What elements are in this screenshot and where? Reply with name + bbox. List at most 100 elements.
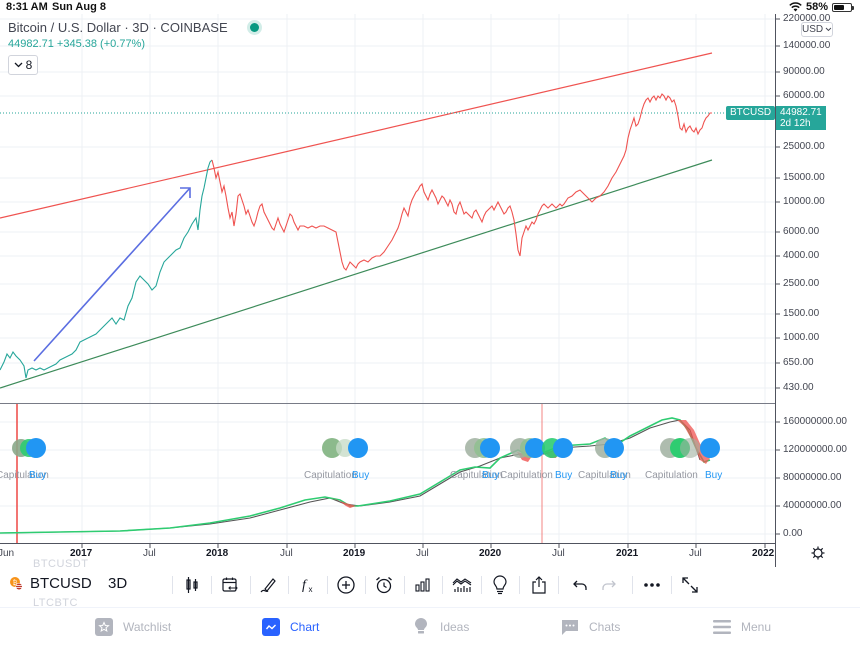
indicators-button[interactable]: f x xyxy=(296,573,320,597)
price-axis-label: 1500.00 xyxy=(783,308,820,319)
drawings-button[interactable] xyxy=(257,573,281,597)
indicator-axis-label: 40000000.00 xyxy=(783,500,842,511)
price-axis-label: 220000.00 xyxy=(783,13,831,24)
indicator-grid xyxy=(0,421,775,535)
toolbar-divider xyxy=(365,576,366,594)
price-axis-label: 15000.00 xyxy=(783,172,825,183)
time-axis-label: Jul xyxy=(689,548,702,559)
toolbar-divider xyxy=(404,576,405,594)
toolbar-divider xyxy=(671,576,672,594)
buy-label: Buy xyxy=(29,470,47,481)
ellipsis-icon xyxy=(644,583,660,587)
price-axis-label: 4000.00 xyxy=(783,250,820,261)
bitcoin-usd-icon: ₿ xyxy=(10,577,23,590)
lightbulb-icon xyxy=(493,575,507,595)
buy-label: Buy xyxy=(482,470,500,481)
battery-percent: 58% xyxy=(805,1,828,13)
next-symbol-ghost[interactable]: LTCBTC xyxy=(33,597,78,609)
more-button[interactable] xyxy=(640,573,664,597)
tab-label: Menu xyxy=(741,620,772,634)
redo-button[interactable] xyxy=(597,573,621,597)
bar-chart-icon xyxy=(415,578,430,592)
capitulation-label: Capitulation xyxy=(450,470,503,481)
price-axis-label: 140000.00 xyxy=(783,40,831,51)
time-axis-label: 2022 xyxy=(752,548,775,559)
price-series xyxy=(0,93,712,379)
toolbar-divider xyxy=(558,576,559,594)
toolbar-divider xyxy=(327,576,328,594)
toolbar-divider xyxy=(442,576,443,594)
arrow-drawing[interactable] xyxy=(33,187,191,362)
alert-button[interactable] xyxy=(372,573,396,597)
add-button[interactable] xyxy=(334,573,358,597)
buy-label: Buy xyxy=(352,470,370,481)
svg-text:₿: ₿ xyxy=(13,580,18,587)
time-axis-label: Jun xyxy=(0,548,15,559)
financials-button[interactable] xyxy=(411,573,435,597)
time-axis-label: 2021 xyxy=(616,548,639,559)
signal-markers[interactable] xyxy=(12,438,720,458)
time-axis-label: Jul xyxy=(143,548,156,559)
capitulation-label: Capitulation xyxy=(500,470,553,481)
symbol-title[interactable]: Bitcoin / U.S. Dollar · 3D · COINBASE xyxy=(8,20,259,35)
share-button[interactable] xyxy=(527,573,551,597)
tab-watchlist[interactable]: Watchlist xyxy=(95,618,171,636)
tab-chart[interactable]: Chart xyxy=(262,618,319,636)
resistance-trendline[interactable] xyxy=(0,52,713,219)
price-axis-label: 650.00 xyxy=(783,357,814,368)
tab-ideas[interactable]: Ideas xyxy=(412,618,469,636)
compare-button[interactable] xyxy=(450,573,474,597)
chart-type-button[interactable] xyxy=(180,573,204,597)
interval-button[interactable]: 3D xyxy=(108,575,128,592)
legend-values: 44982.71 +345.38 (+0.77%) xyxy=(8,38,146,50)
tab-label: Chats xyxy=(589,620,621,634)
candles-icon xyxy=(186,577,198,593)
tab-menu[interactable]: Menu xyxy=(713,618,771,636)
redo-icon xyxy=(602,580,616,590)
symbol-search-button[interactable]: BTCUSD xyxy=(30,575,92,592)
last-price-tag: 44982.71 2d 12h xyxy=(776,106,826,130)
chart-canvas[interactable] xyxy=(0,14,860,567)
ideas-button[interactable] xyxy=(488,573,512,597)
price-axis-label: 6000.00 xyxy=(783,226,820,237)
battery-icon xyxy=(832,2,854,12)
market-status-icon[interactable] xyxy=(249,23,259,32)
support-trendline[interactable] xyxy=(0,159,713,389)
chart-overlay-icon xyxy=(452,578,472,592)
share-icon xyxy=(532,576,546,594)
plus-circle-icon xyxy=(337,576,355,594)
fullscreen-button[interactable] xyxy=(678,573,702,597)
price-axis-label: 430.00 xyxy=(783,382,814,393)
time-axis-label: Jul xyxy=(280,548,293,559)
toolbar-divider xyxy=(288,576,289,594)
price-axis-label: 2500.00 xyxy=(783,278,820,289)
currency-select[interactable]: USD xyxy=(801,22,833,37)
toolbar-divider xyxy=(211,576,212,594)
time-axis-label: 2019 xyxy=(343,548,366,559)
price-grid xyxy=(0,18,775,389)
chart-legend: Bitcoin / U.S. Dollar · 3D · COINBASE 44… xyxy=(8,20,259,75)
svg-text:x: x xyxy=(309,585,313,594)
ios-status-bar: 8:31 AM Sun Aug 8 58% xyxy=(0,0,860,14)
calendar-range-icon xyxy=(222,577,238,592)
chat-bubble-icon xyxy=(561,618,579,636)
capitulation-label: Capitulation xyxy=(304,470,357,481)
indicators-collapse-button[interactable]: 8 xyxy=(8,55,38,75)
tab-label: Ideas xyxy=(440,620,470,634)
replay-button[interactable] xyxy=(218,573,242,597)
time-axis-ticks xyxy=(81,544,766,548)
price-axis-label: 10000.00 xyxy=(783,196,825,207)
bar-countdown: 2d 12h xyxy=(780,118,811,129)
chevron-down-icon xyxy=(825,27,832,32)
chart-settings-icon[interactable] xyxy=(810,545,826,561)
tab-chats[interactable]: Chats xyxy=(561,618,620,636)
currency-label: USD xyxy=(802,24,824,35)
toolbar-divider xyxy=(250,576,251,594)
indicator-axis-label: 120000000.00 xyxy=(783,444,847,455)
lightbulb-icon xyxy=(412,618,430,636)
buy-label: Buy xyxy=(610,470,628,481)
price-axis-label: 60000.00 xyxy=(783,90,825,101)
undo-button[interactable] xyxy=(568,573,592,597)
last-price-value: 44982.71 xyxy=(780,107,822,118)
prev-symbol-ghost[interactable]: BTCUSDT xyxy=(33,558,89,570)
